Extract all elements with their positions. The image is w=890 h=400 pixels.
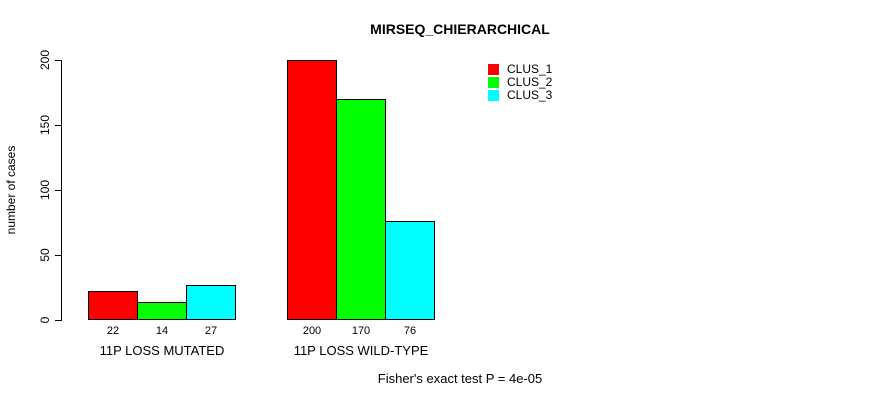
legend-swatch-clus_2 [488,77,499,88]
chart-title: MIRSEQ_CHIERARCHICAL [370,21,550,37]
y-tick-mark-150 [55,124,61,126]
bar-value-label-clus_1-group1: 22 [106,325,120,337]
y-tick-label-0: 0 [38,316,52,324]
bar-value-label-clus_2-group1: 14 [155,325,169,337]
y-tick-mark-100 [55,189,61,191]
legend-item-clus_2: CLUS_2 [488,76,552,89]
y-tick-mark-50 [55,254,61,256]
y-tick-label-150: 150 [38,114,52,136]
legend-label-clus_2: CLUS_2 [507,75,553,89]
y-tick-mark-0 [55,319,61,321]
legend-swatch-clus_1 [488,64,499,75]
legend-item-clus_1: CLUS_1 [488,63,552,76]
legend-label-clus_1: CLUS_1 [507,62,553,76]
bar-value-label-clus_1-group2: 200 [302,325,322,337]
y-tick-label-50: 50 [38,248,52,262]
bar-clus_2-group1 [137,302,187,320]
fishers-test-annotation: Fisher's exact test P = 4e-05 [377,371,543,386]
y-axis-label: number of cases [4,145,18,235]
bar-clus_1-group2 [287,60,337,320]
y-axis-line [61,60,62,321]
y-tick-label-200: 200 [38,49,52,71]
legend-item-clus_3: CLUS_3 [488,89,552,102]
group-label-wild-type: 11P LOSS WILD-TYPE [293,343,429,358]
bar-value-label-clus_3-group1: 27 [204,325,218,337]
group-label-mutated: 11P LOSS MUTATED [99,343,225,358]
bar-clus_1-group1 [88,291,138,320]
bar-clus_3-group2 [385,221,435,320]
y-tick-mark-200 [55,59,61,61]
legend-label-clus_3: CLUS_3 [507,88,553,102]
bar-clus_3-group1 [186,285,236,320]
bar-clus_2-group2 [336,99,386,320]
legend-swatch-clus_3 [488,90,499,101]
bar-value-label-clus_2-group2: 170 [351,325,371,337]
y-tick-label-100: 100 [38,179,52,201]
legend: CLUS_1 CLUS_2 CLUS_3 [488,63,552,102]
bar-value-label-clus_3-group2: 76 [403,325,417,337]
